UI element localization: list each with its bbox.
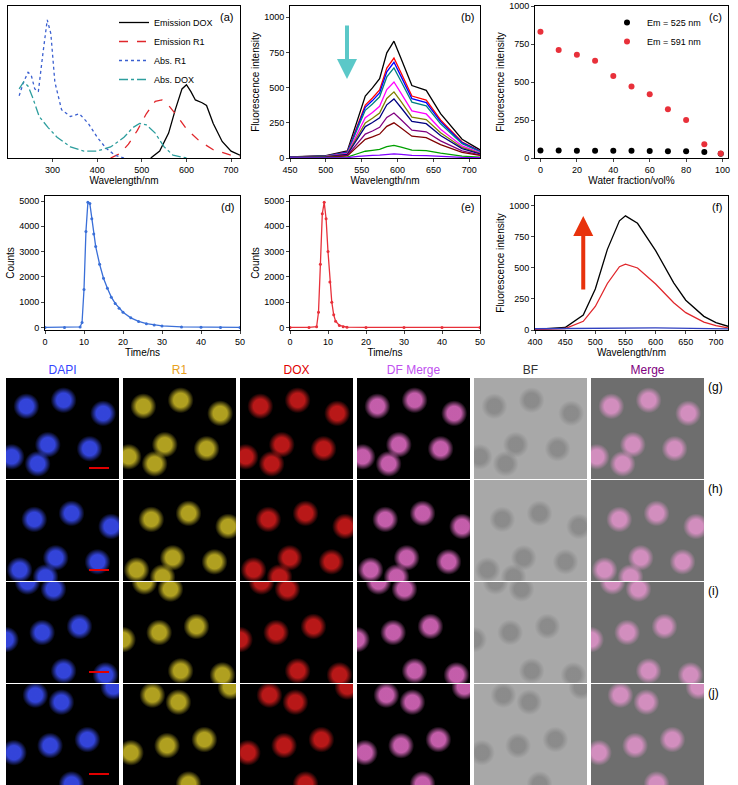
- svg-text:80: 80: [681, 165, 691, 175]
- svg-text:40: 40: [437, 337, 447, 347]
- html-text:DAPI: DAPI: [48, 363, 77, 377]
- svg-text:(b): (b): [461, 11, 474, 23]
- svg-text:40: 40: [608, 165, 618, 175]
- svg-text:0: 0: [279, 153, 284, 163]
- svg-text:(f): (f): [712, 201, 722, 213]
- svg-text:400: 400: [527, 337, 542, 347]
- svg-text:750: 750: [514, 39, 529, 49]
- svg-text:20: 20: [572, 165, 582, 175]
- svg-text:500: 500: [588, 337, 603, 347]
- svg-text:4000: 4000: [19, 221, 39, 231]
- svg-text:Time/ns: Time/ns: [367, 347, 402, 358]
- svg-text:550: 550: [354, 165, 369, 175]
- svg-text:Emission R1: Emission R1: [154, 37, 205, 47]
- svg-text:250: 250: [269, 118, 284, 128]
- svg-text:(e): (e): [461, 201, 474, 213]
- html-text:DOX: DOX: [283, 363, 310, 377]
- svg-text:650: 650: [426, 165, 441, 175]
- svg-text:700: 700: [462, 165, 477, 175]
- svg-text:10: 10: [323, 337, 333, 347]
- svg-text:400: 400: [90, 165, 105, 175]
- svg-text:2000: 2000: [264, 272, 284, 282]
- svg-text:Counts: Counts: [5, 247, 16, 279]
- svg-text:1000: 1000: [264, 12, 284, 22]
- svg-text:0: 0: [538, 165, 543, 175]
- svg-text:4000: 4000: [264, 221, 284, 231]
- svg-text:500: 500: [269, 83, 284, 93]
- svg-text:30: 30: [399, 337, 409, 347]
- svg-text:600: 600: [390, 165, 405, 175]
- svg-text:550: 550: [618, 337, 633, 347]
- html-text:(h): (h): [708, 482, 723, 496]
- svg-text:450: 450: [558, 337, 573, 347]
- svg-text:1000: 1000: [264, 297, 284, 307]
- svg-text:5000: 5000: [264, 196, 284, 206]
- svg-text:2000: 2000: [19, 272, 39, 282]
- svg-text:3000: 3000: [19, 247, 39, 257]
- svg-text:0: 0: [279, 323, 284, 333]
- svg-text:0: 0: [42, 337, 47, 347]
- svg-text:700: 700: [224, 165, 239, 175]
- svg-text:Water fraction/vol%: Water fraction/vol%: [588, 175, 674, 186]
- svg-text:1000: 1000: [509, 201, 529, 211]
- svg-text:600: 600: [179, 165, 194, 175]
- svg-text:Time/ns: Time/ns: [125, 347, 160, 358]
- svg-text:60: 60: [645, 165, 655, 175]
- svg-text:250: 250: [514, 115, 529, 125]
- svg-text:750: 750: [269, 48, 284, 58]
- svg-text:3000: 3000: [264, 247, 284, 257]
- svg-text:600: 600: [648, 337, 663, 347]
- html-text:(i): (i): [708, 584, 719, 598]
- html-text:(j): (j): [708, 686, 719, 700]
- svg-text:500: 500: [514, 263, 529, 273]
- svg-text:650: 650: [678, 337, 693, 347]
- svg-text:50: 50: [235, 337, 245, 347]
- html-text:BF: BF: [522, 363, 539, 377]
- svg-text:0: 0: [524, 153, 529, 163]
- svg-text:20: 20: [361, 337, 371, 347]
- svg-text:1000: 1000: [509, 1, 529, 11]
- svg-text:Wavelength/nm: Wavelength/nm: [597, 347, 666, 358]
- svg-text:100: 100: [715, 165, 730, 175]
- svg-text:Fluorescence intensity: Fluorescence intensity: [495, 32, 506, 132]
- svg-text:250: 250: [514, 294, 529, 304]
- svg-text:750: 750: [514, 232, 529, 242]
- svg-text:(d): (d): [221, 201, 234, 213]
- svg-text:500: 500: [318, 165, 333, 175]
- svg-text:Fluorescence intensity: Fluorescence intensity: [250, 32, 261, 132]
- svg-text:10: 10: [79, 337, 89, 347]
- svg-text:Em = 591 nm: Em = 591 nm: [647, 37, 701, 47]
- svg-text:Counts: Counts: [250, 247, 261, 279]
- svg-text:Em = 525 nm: Em = 525 nm: [647, 18, 701, 28]
- svg-text:Abs. DOX: Abs. DOX: [154, 75, 194, 85]
- svg-text:30: 30: [157, 337, 167, 347]
- svg-text:Wavelength/nm: Wavelength/nm: [89, 175, 158, 186]
- html-text:(g): (g): [708, 380, 723, 394]
- svg-text:300: 300: [45, 165, 60, 175]
- svg-text:1000: 1000: [19, 297, 39, 307]
- svg-text:500: 500: [514, 77, 529, 87]
- html-text:R1: R1: [171, 363, 188, 377]
- svg-text:0: 0: [524, 325, 529, 335]
- svg-text:500: 500: [134, 165, 149, 175]
- svg-text:(a): (a): [220, 11, 233, 23]
- svg-text:40: 40: [196, 337, 206, 347]
- html-text:Merge: Merge: [630, 363, 665, 377]
- svg-text:Abs. R1: Abs. R1: [154, 56, 186, 66]
- svg-text:(c): (c): [709, 11, 722, 23]
- svg-text:Fluorescence intensity: Fluorescence intensity: [495, 213, 506, 313]
- svg-text:20: 20: [118, 337, 128, 347]
- svg-text:5000: 5000: [19, 196, 39, 206]
- svg-text:Emission DOX: Emission DOX: [154, 18, 213, 28]
- svg-text:450: 450: [282, 165, 297, 175]
- html-text:DF Merge: DF Merge: [386, 363, 441, 377]
- svg-text:700: 700: [708, 337, 723, 347]
- svg-text:0: 0: [287, 337, 292, 347]
- svg-text:50: 50: [475, 337, 485, 347]
- svg-text:Wavelength/nm: Wavelength/nm: [350, 175, 419, 186]
- svg-text:0: 0: [34, 323, 39, 333]
